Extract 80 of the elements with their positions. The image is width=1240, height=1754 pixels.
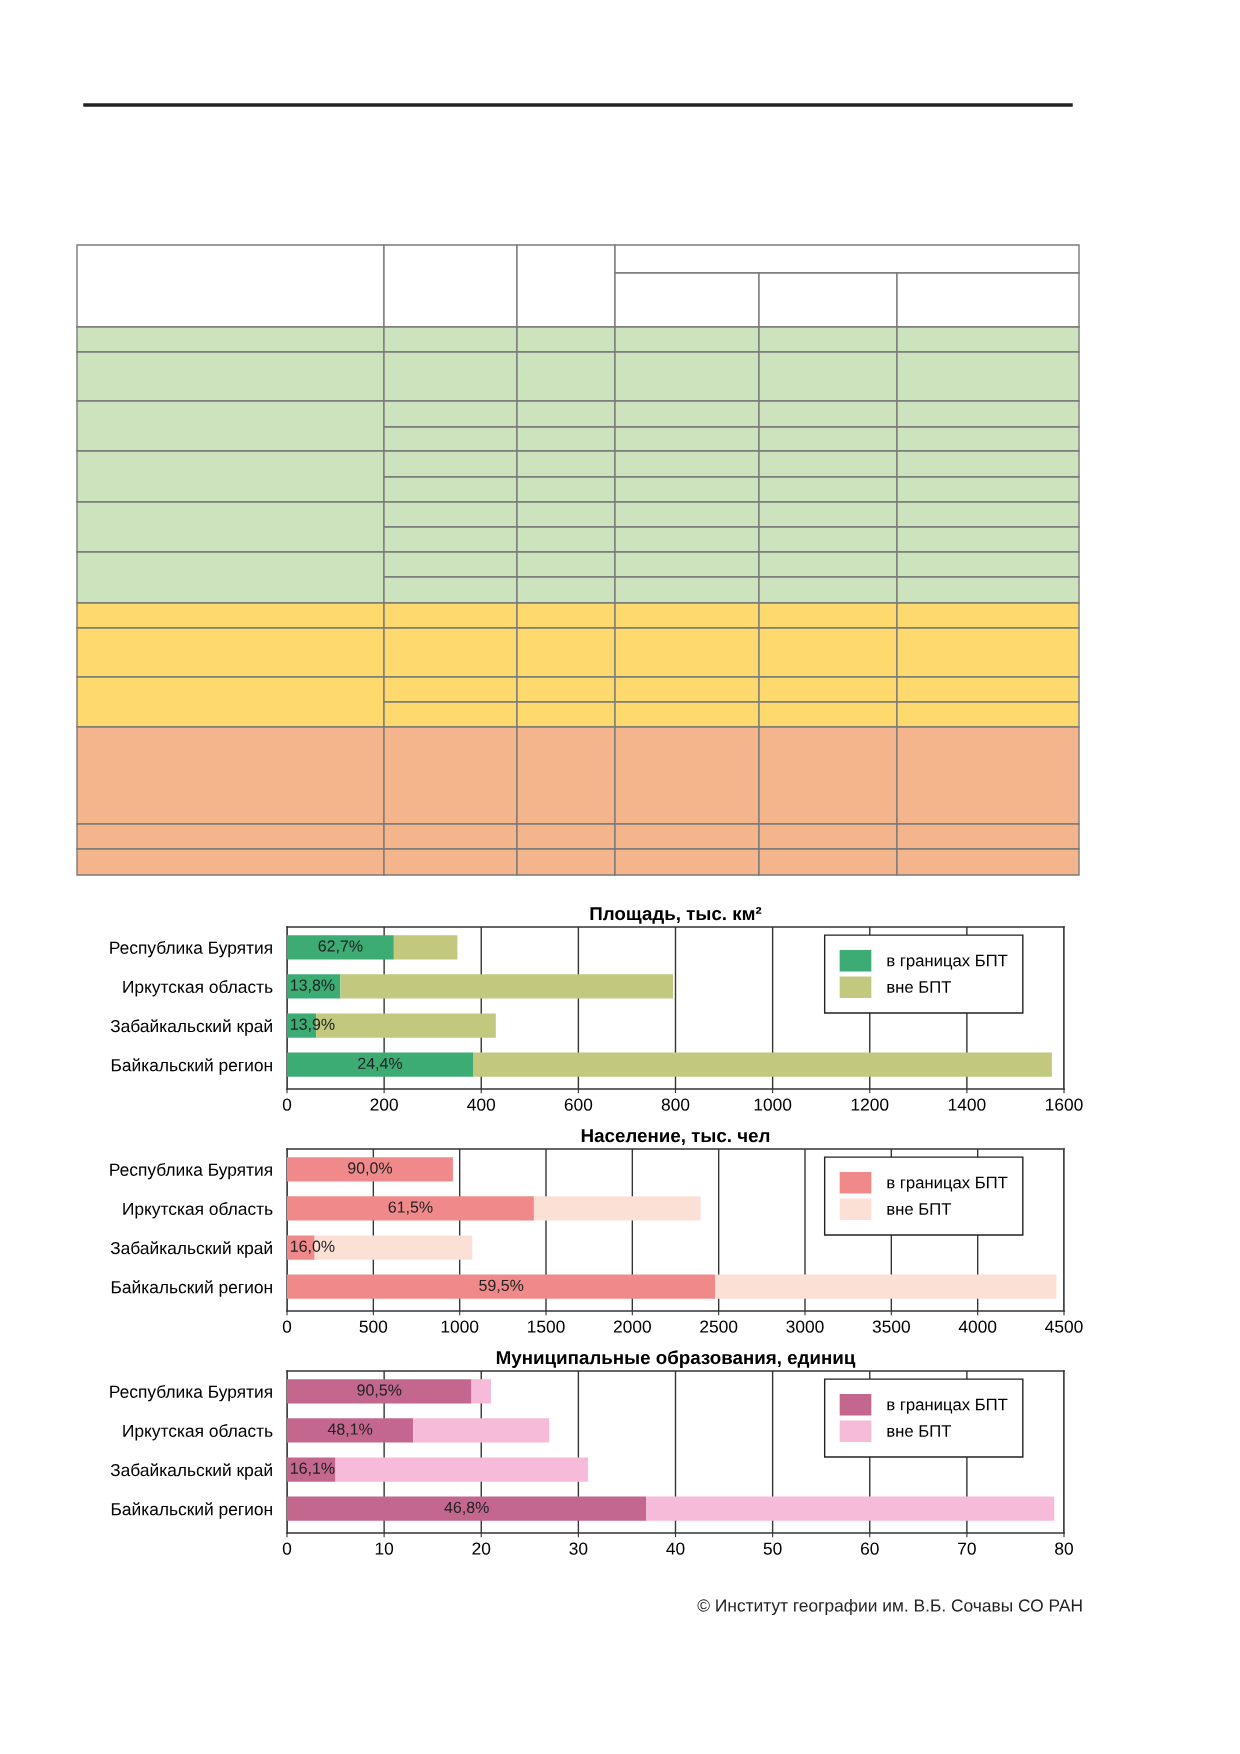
x-tick-label: 1500: [528, 1320, 565, 1333]
bar: [340, 974, 674, 999]
y-tick-label: Забайкальский край: [110, 1463, 272, 1480]
x-tick-label: 0: [282, 1320, 292, 1333]
x-tick-label: 20: [472, 1542, 491, 1555]
x-tick-label: 2500: [700, 1320, 738, 1333]
bar: [287, 1496, 647, 1521]
x-tick-label: 0: [282, 1098, 292, 1111]
y-tick-label: Байкальский регион: [111, 1058, 272, 1075]
bar: [471, 1379, 491, 1404]
bar: [287, 974, 341, 999]
bar: [287, 1052, 473, 1077]
x-tick-label: 1000: [441, 1320, 479, 1333]
x-tick-label: 70: [958, 1542, 976, 1555]
x-tick-label: 1600: [1046, 1098, 1083, 1111]
x-tick-label: 400: [467, 1098, 496, 1111]
x-tick-label: 50: [763, 1542, 782, 1555]
bar: [472, 1052, 1052, 1077]
bar: [287, 1418, 414, 1443]
annotation: 61,5%: [388, 1201, 433, 1215]
x-tick-label: 3500: [872, 1320, 910, 1333]
x-tick-label: 1400: [948, 1098, 986, 1111]
x-tick-label: 4000: [958, 1320, 997, 1333]
annotation: 48,1%: [327, 1423, 373, 1437]
bar: [287, 935, 394, 960]
x-tick-label: 80: [1055, 1542, 1073, 1555]
bar: [715, 1274, 1057, 1299]
legend-label: в границах БПТ: [887, 1398, 1008, 1414]
legend-label: вне БПТ: [887, 981, 952, 993]
annotation: 62,7%: [318, 940, 363, 954]
bar: [646, 1496, 1055, 1521]
x-tick-label: 40: [666, 1542, 685, 1555]
y-tick-label: Республика Бурятия: [110, 1162, 272, 1180]
legend-label: в границах БПТ: [887, 954, 1008, 970]
bar: [287, 1457, 336, 1482]
y-tick-label: Иркутская область: [123, 1202, 273, 1219]
bar: [287, 1379, 472, 1404]
bar: [413, 1418, 550, 1443]
bar: [287, 1274, 716, 1299]
annotation: 24,4%: [358, 1057, 403, 1071]
y-tick-label: Забайкальский край: [110, 1241, 272, 1258]
x-tick-label: 10: [375, 1542, 394, 1555]
annotation: 16,1%: [291, 1462, 335, 1476]
x-tick-label: 600: [564, 1098, 593, 1111]
bar: [287, 1157, 453, 1182]
x-tick-label: 60: [860, 1542, 879, 1555]
legend-label: вне БПТ: [887, 1425, 952, 1437]
x-tick-label: 0: [282, 1542, 292, 1555]
y-tick-label: Байкальский регион: [111, 1280, 272, 1297]
chart-title: Площадь, тыс. км²: [590, 907, 762, 924]
x-tick-label: 3000: [786, 1320, 824, 1333]
annotation: 90,5%: [357, 1384, 402, 1398]
chart-title: Муниципальные образования, единиц: [496, 1350, 856, 1368]
annotation: 59,5%: [479, 1279, 524, 1293]
bar: [393, 935, 458, 960]
x-tick-label: 200: [370, 1098, 398, 1111]
x-tick-label: 1200: [851, 1098, 889, 1111]
x-tick-label: 30: [569, 1542, 588, 1555]
bar: [287, 1196, 534, 1221]
bar: [533, 1196, 701, 1221]
y-tick-label: Республика Бурятия: [110, 940, 272, 958]
x-tick-label: 1000: [754, 1098, 792, 1111]
text: © Институт географии им. В.Б. Сочавы СО РАН: [697, 1598, 1082, 1616]
annotation: 46,8%: [444, 1501, 489, 1515]
y-tick-label: Забайкальский край: [110, 1019, 272, 1036]
x-tick-label: 2000: [613, 1320, 651, 1333]
bar: [335, 1457, 589, 1482]
y-tick-label: Иркутская область: [123, 1424, 273, 1441]
x-tick-label: 4500: [1045, 1320, 1083, 1333]
annotation: 13,8%: [291, 979, 335, 993]
annotation: 90,0%: [348, 1162, 393, 1176]
chart-title: Население, тыс. чел: [581, 1129, 770, 1145]
x-tick-label: 500: [359, 1320, 388, 1333]
annotation: 16,0%: [291, 1240, 335, 1254]
legend-label: в границах БПТ: [887, 1176, 1008, 1192]
x-tick-label: 800: [661, 1098, 690, 1111]
y-tick-label: Иркутская область: [123, 980, 273, 997]
y-tick-label: Республика Бурятия: [110, 1384, 272, 1402]
legend-label: вне БПТ: [887, 1203, 952, 1215]
y-tick-label: Байкальский регион: [111, 1502, 272, 1519]
